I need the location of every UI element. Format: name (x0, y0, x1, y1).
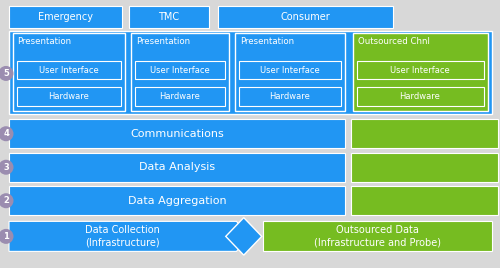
Text: User Interface: User Interface (260, 66, 320, 75)
Bar (9, 119, 345, 148)
Bar (9, 186, 345, 215)
Bar (350, 153, 498, 182)
Text: Presentation: Presentation (18, 36, 72, 46)
Bar (356, 87, 484, 106)
Bar (352, 34, 488, 111)
Text: Consumer: Consumer (280, 12, 330, 22)
Ellipse shape (0, 66, 14, 81)
Text: 2: 2 (3, 196, 9, 205)
Text: Emergency: Emergency (38, 12, 93, 22)
Bar (16, 87, 121, 106)
Text: Presentation: Presentation (240, 36, 294, 46)
Text: Hardware: Hardware (48, 92, 89, 101)
Text: Data Aggregation: Data Aggregation (128, 196, 226, 206)
Bar (9, 6, 122, 28)
Ellipse shape (0, 126, 14, 141)
Bar (16, 61, 121, 79)
Text: Data Collection
(Infrastructure): Data Collection (Infrastructure) (86, 225, 160, 248)
Bar (135, 61, 224, 79)
Text: Hardware: Hardware (160, 92, 200, 101)
Text: 1: 1 (3, 232, 9, 241)
Bar (9, 31, 492, 114)
Bar (135, 87, 224, 106)
Text: User Interface: User Interface (39, 66, 98, 75)
Bar (218, 6, 392, 28)
Text: Outsourced Chnl: Outsourced Chnl (358, 36, 430, 46)
Text: Outsourced Data
(Infrastructure and Probe): Outsourced Data (Infrastructure and Prob… (314, 225, 440, 248)
Ellipse shape (0, 160, 14, 175)
Bar (350, 186, 498, 215)
Text: 3: 3 (3, 163, 9, 172)
Polygon shape (9, 221, 249, 251)
Bar (350, 119, 498, 148)
Text: Data Analysis: Data Analysis (139, 162, 215, 172)
Bar (356, 61, 484, 79)
Polygon shape (226, 218, 262, 255)
Text: Hardware: Hardware (270, 92, 310, 101)
Text: Communications: Communications (130, 129, 224, 139)
Bar (12, 34, 125, 111)
Bar (129, 6, 209, 28)
Text: 5: 5 (3, 69, 9, 78)
Ellipse shape (0, 229, 14, 244)
Text: User Interface: User Interface (390, 66, 450, 75)
Bar (235, 34, 345, 111)
Text: Hardware: Hardware (400, 92, 440, 101)
Bar (131, 34, 228, 111)
Text: 4: 4 (3, 129, 9, 138)
Text: User Interface: User Interface (150, 66, 210, 75)
Bar (239, 87, 341, 106)
Text: TMC: TMC (158, 12, 180, 22)
Bar (239, 61, 341, 79)
Bar (9, 153, 345, 182)
Ellipse shape (0, 193, 14, 208)
Bar (262, 221, 492, 251)
Text: Presentation: Presentation (136, 36, 190, 46)
